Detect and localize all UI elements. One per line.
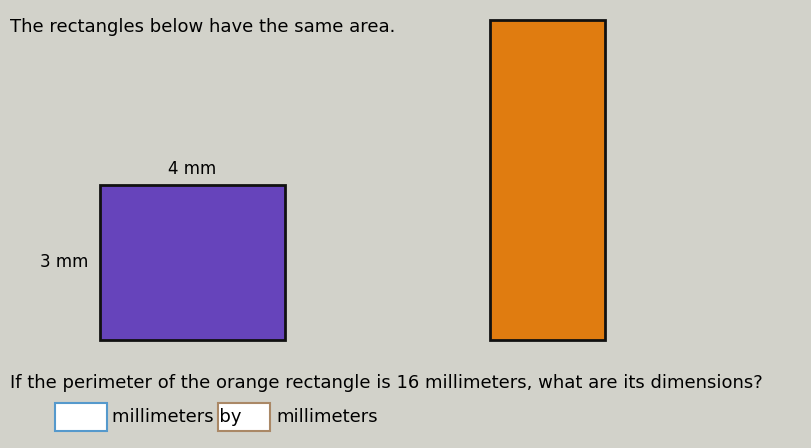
Text: 4 mm: 4 mm	[168, 160, 216, 178]
Text: 3 mm: 3 mm	[40, 253, 88, 271]
Bar	[55, 403, 107, 431]
Text: If the perimeter of the orange rectangle is 16 millimeters, what are its dimensi: If the perimeter of the orange rectangle…	[10, 374, 763, 392]
Bar	[218, 403, 270, 431]
Text: The rectangles below have the same area.: The rectangles below have the same area.	[10, 18, 396, 36]
Bar	[100, 185, 285, 340]
Bar	[490, 20, 605, 340]
Text: millimeters by: millimeters by	[112, 408, 242, 426]
Text: millimeters: millimeters	[276, 408, 378, 426]
